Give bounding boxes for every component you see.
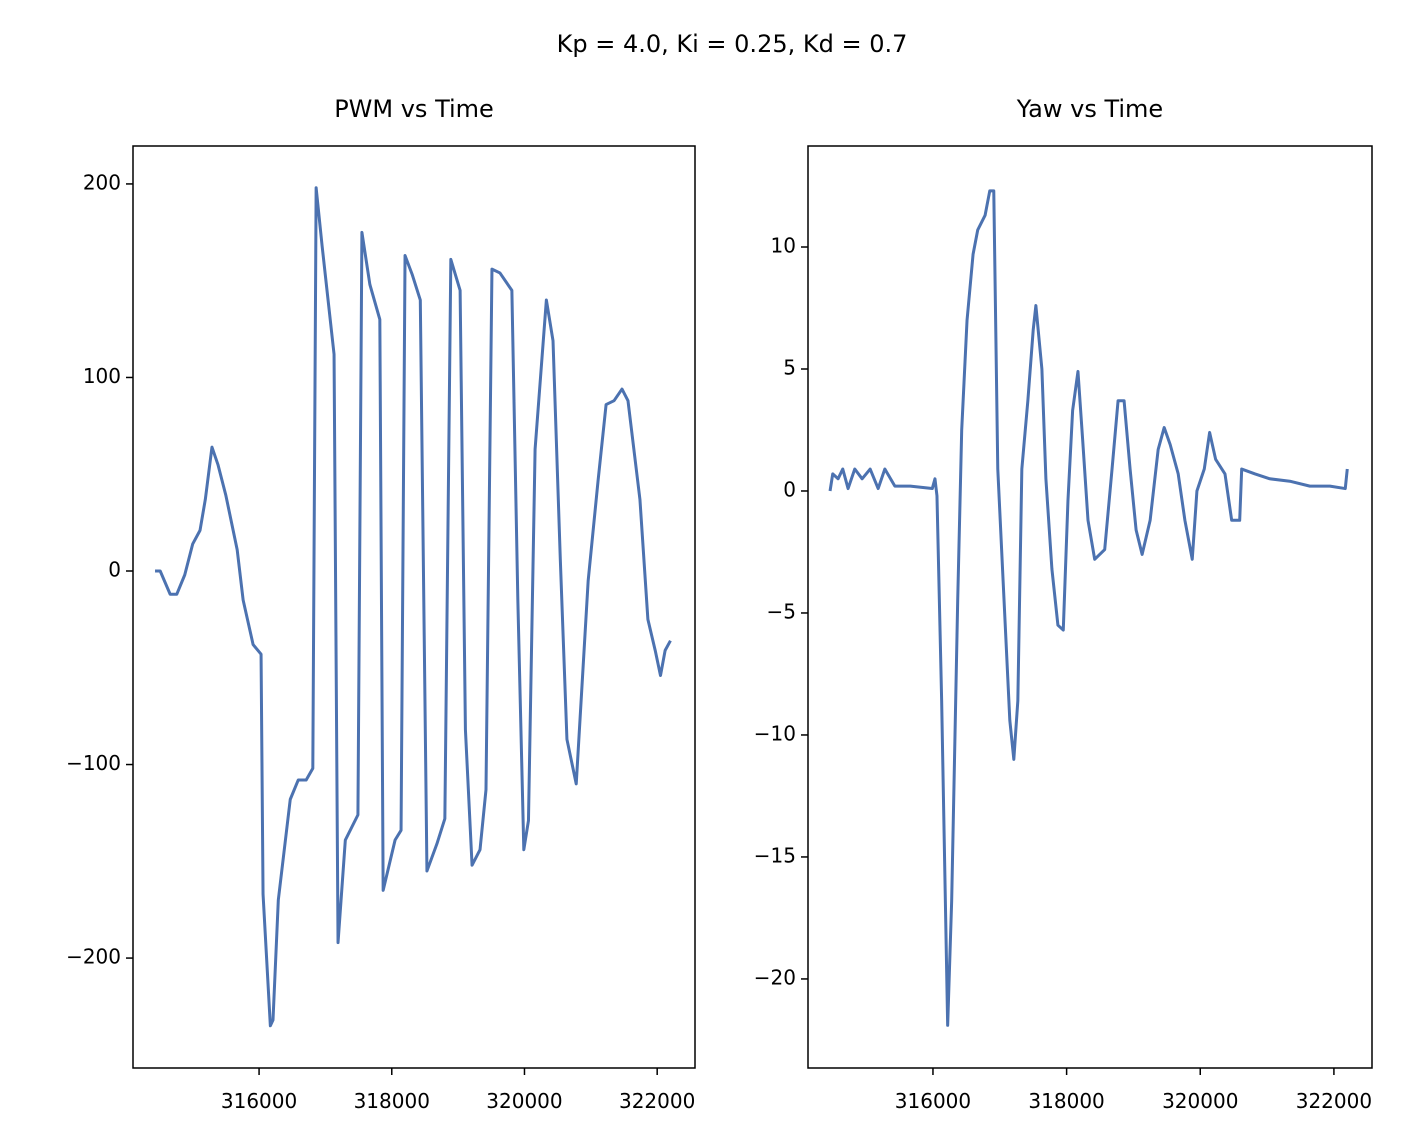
y-tick-label: −15	[754, 843, 796, 867]
data-line	[155, 186, 672, 1028]
data-line	[828, 189, 1349, 1027]
axes-title: Yaw vs Time	[1016, 95, 1163, 123]
x-tick-label: 316000	[221, 1089, 297, 1113]
figure-title: Kp = 4.0, Ki = 0.25, Kd = 0.7	[557, 30, 908, 58]
y-tick-label: 0	[783, 477, 796, 501]
y-tick-label: 100	[83, 364, 121, 388]
y-tick-label: 10	[771, 234, 796, 258]
x-tick-label: 320000	[486, 1089, 562, 1113]
x-tick-label: 322000	[1296, 1089, 1372, 1113]
x-tick-label: 322000	[619, 1089, 695, 1113]
y-tick-label: −5	[767, 599, 796, 623]
x-tick-label: 316000	[895, 1089, 971, 1113]
y-tick-label: 0	[108, 558, 121, 582]
axes-frame	[807, 145, 1373, 1069]
x-tick-label: 318000	[354, 1089, 430, 1113]
axes-title: PWM vs Time	[334, 95, 494, 123]
y-tick-label: −10	[754, 721, 796, 745]
y-tick-label: −20	[754, 965, 796, 989]
x-tick-label: 318000	[1028, 1089, 1104, 1113]
y-tick-label: 5	[783, 355, 796, 379]
x-tick-label: 320000	[1162, 1089, 1238, 1113]
y-tick-label: 200	[83, 170, 121, 194]
axes-frame	[132, 145, 696, 1069]
y-tick-label: −100	[66, 751, 121, 775]
y-tick-label: −200	[66, 945, 121, 969]
